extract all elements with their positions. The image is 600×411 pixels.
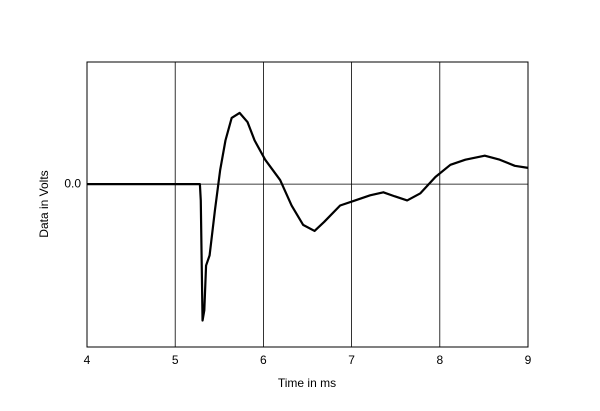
x-tick-label: 4 (84, 353, 91, 367)
x-tick-label: 8 (436, 353, 443, 367)
x-axis-title: Time in ms (278, 376, 336, 390)
x-tick-label: 6 (260, 353, 267, 367)
x-tick-label: 9 (525, 353, 532, 367)
x-tick-label: 7 (348, 353, 355, 367)
x-tick-label: 5 (172, 353, 179, 367)
y-axis-title: Data in Volts (37, 170, 51, 237)
y-tick-label: 0.0 (64, 176, 81, 190)
data-line (87, 111, 529, 322)
plot-frame (86, 61, 529, 348)
